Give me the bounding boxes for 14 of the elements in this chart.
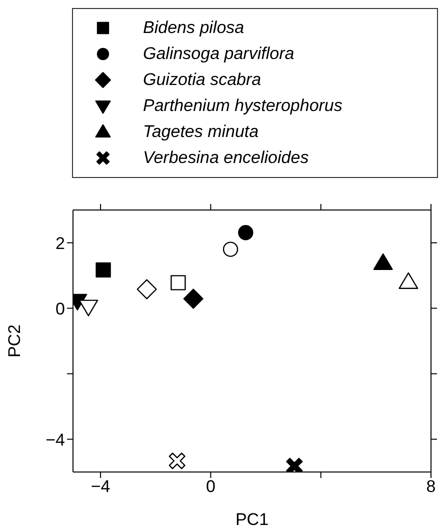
y-tick-label: −4 xyxy=(46,430,65,450)
legend-label: Bidens pilosa xyxy=(143,18,244,38)
x-axis-title: PC1 xyxy=(235,510,269,529)
legend-label: Guizotia scabra xyxy=(143,70,262,90)
legend-label: Verbesina encelioides xyxy=(143,148,309,168)
legend-label: Parthenium hysterophorus xyxy=(143,96,342,116)
legend-label: Tagetes minuta xyxy=(143,122,259,142)
y-axis-title: PC2 xyxy=(5,324,24,358)
x-tick-label: 8 xyxy=(426,477,436,496)
x-tick-label: 0 xyxy=(206,477,216,496)
legend-label: Galinsoga parviflora xyxy=(143,44,294,64)
y-tick-label: 0 xyxy=(56,299,65,318)
x-tick-label: −4 xyxy=(90,477,110,496)
y-tick-label: 2 xyxy=(56,234,65,253)
